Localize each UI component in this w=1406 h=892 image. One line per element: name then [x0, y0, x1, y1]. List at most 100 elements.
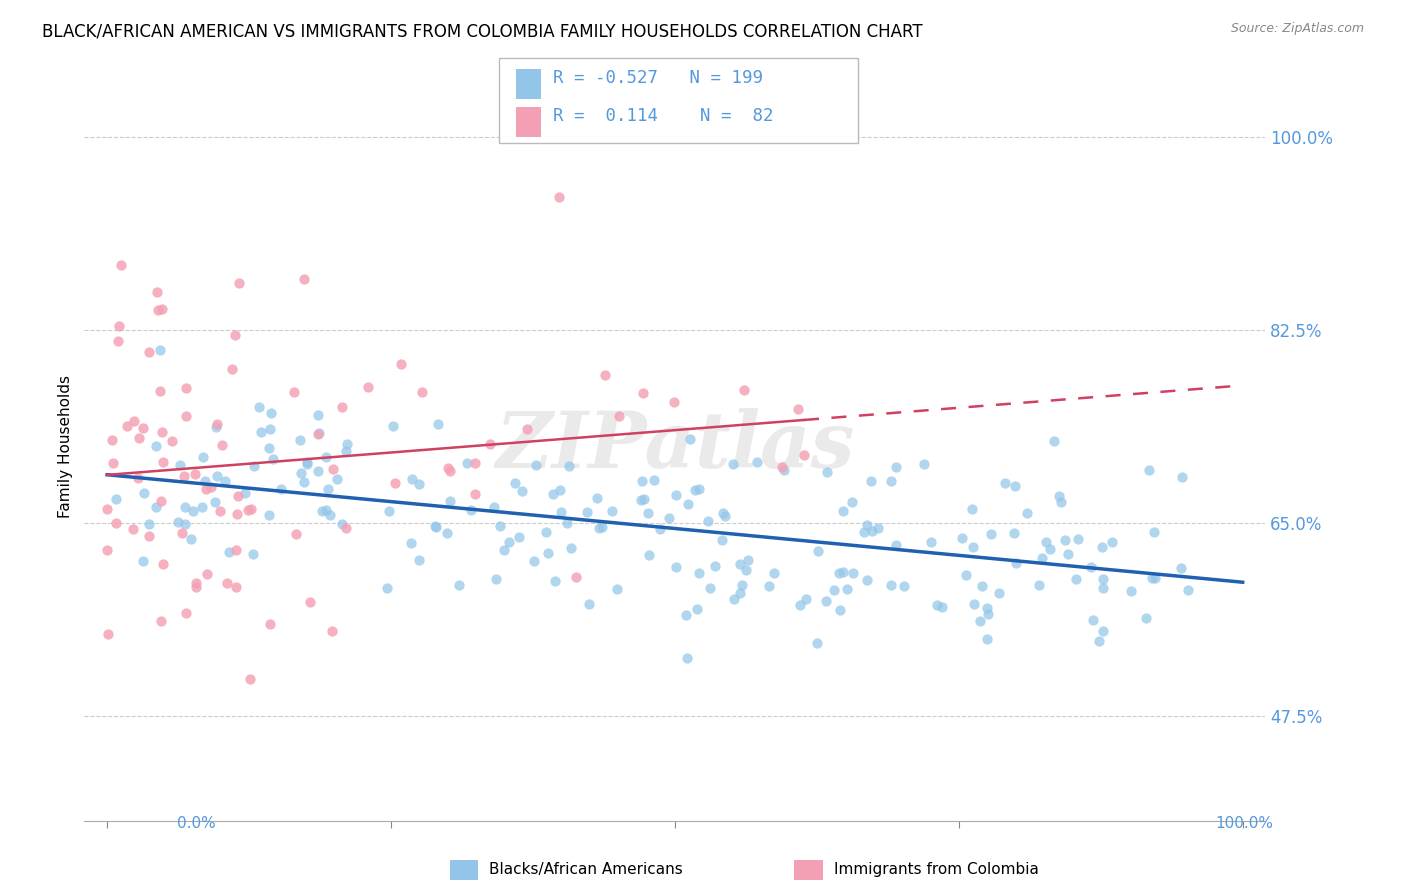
Text: R = -0.527   N = 199: R = -0.527 N = 199 [553, 69, 762, 87]
Text: Source: ZipAtlas.com: Source: ZipAtlas.com [1230, 22, 1364, 36]
Point [512, 483, 534, 498]
Point [401, 472, 423, 486]
Point [138, 529, 160, 543]
Point [257, 441, 280, 455]
Point [208, 504, 231, 518]
Point [97, 627, 120, 641]
Point [631, 474, 654, 488]
Point [150, 425, 173, 439]
Point [1064, 572, 1087, 586]
Point [734, 563, 756, 577]
Point [169, 458, 191, 472]
Point [723, 591, 745, 606]
Point [831, 565, 853, 579]
Point [856, 573, 879, 587]
Point [1140, 571, 1163, 585]
Point [260, 406, 283, 420]
Point [172, 526, 194, 541]
Point [464, 456, 486, 470]
Point [1101, 535, 1123, 549]
Point [238, 503, 260, 517]
Point [723, 457, 745, 471]
Point [633, 491, 655, 506]
Point [976, 600, 998, 615]
Point [173, 469, 195, 483]
Point [508, 530, 530, 544]
Point [972, 578, 994, 592]
Point [713, 508, 735, 523]
Point [686, 602, 709, 616]
Point [205, 469, 228, 483]
Text: 0.0%: 0.0% [177, 816, 217, 831]
Point [239, 672, 262, 686]
Point [186, 580, 208, 594]
Point [860, 474, 883, 488]
Point [107, 334, 129, 348]
Point [835, 582, 858, 597]
Point [841, 566, 863, 581]
Point [658, 511, 681, 525]
Point [215, 576, 238, 591]
Point [460, 503, 482, 517]
Point [737, 553, 759, 567]
Point [492, 543, 515, 558]
Point [191, 450, 214, 465]
Point [181, 504, 204, 518]
Point [828, 603, 851, 617]
Point [1170, 561, 1192, 575]
Point [980, 526, 1002, 541]
Point [787, 401, 810, 416]
Point [110, 258, 132, 272]
Point [1039, 541, 1062, 556]
Point [127, 471, 149, 485]
Point [868, 521, 890, 535]
Point [823, 583, 845, 598]
Point [688, 566, 710, 580]
Point [1137, 463, 1160, 477]
Point [174, 381, 197, 395]
Point [283, 384, 305, 399]
Point [332, 401, 354, 415]
Point [242, 459, 264, 474]
Point [675, 607, 697, 622]
Point [176, 409, 198, 423]
Point [543, 486, 565, 500]
Point [962, 541, 984, 555]
Point [683, 483, 706, 497]
Point [793, 448, 815, 462]
Point [356, 380, 378, 394]
Point [270, 482, 292, 496]
Point [987, 586, 1010, 600]
Point [728, 585, 751, 599]
Point [489, 518, 512, 533]
Point [423, 519, 446, 533]
Point [912, 457, 935, 471]
Point [411, 384, 433, 399]
Point [711, 533, 734, 547]
Point [699, 581, 721, 595]
Point [132, 554, 155, 568]
Point [145, 439, 167, 453]
Point [1171, 470, 1194, 484]
Point [921, 534, 943, 549]
Point [335, 444, 357, 458]
Point [132, 421, 155, 435]
Point [745, 455, 768, 469]
Point [1004, 556, 1026, 570]
Point [1121, 584, 1143, 599]
Point [853, 525, 876, 540]
Point [592, 520, 614, 534]
Point [149, 343, 172, 357]
Point [382, 418, 405, 433]
Point [160, 434, 183, 448]
Point [121, 522, 143, 536]
Point [191, 500, 214, 515]
Point [145, 500, 167, 514]
Point [149, 614, 172, 628]
Point [259, 617, 281, 632]
Point [688, 483, 710, 497]
Point [516, 422, 538, 436]
Point [565, 570, 588, 584]
Point [560, 541, 582, 555]
Point [977, 607, 1000, 621]
